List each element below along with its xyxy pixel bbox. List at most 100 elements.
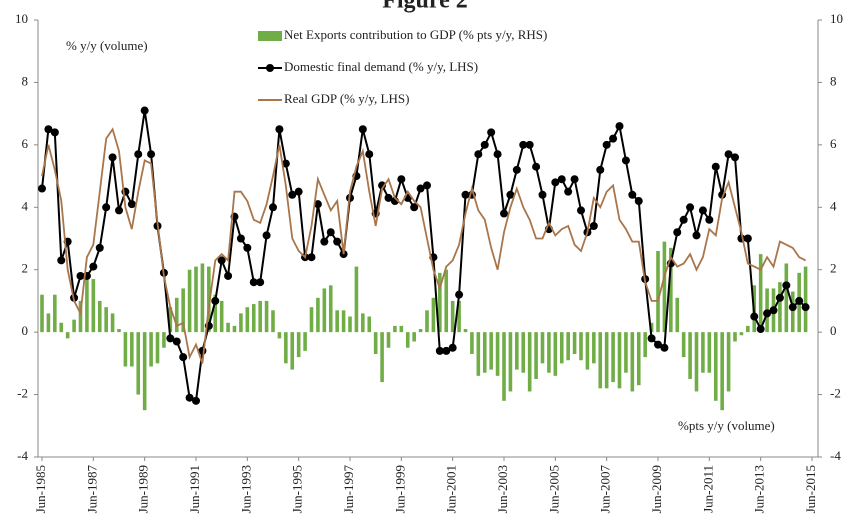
marker	[698, 206, 707, 215]
bar	[85, 275, 89, 333]
marker	[224, 271, 233, 280]
marker	[448, 343, 457, 352]
bar	[335, 310, 339, 333]
bar	[207, 266, 211, 333]
marker	[673, 228, 682, 237]
y2-tick-label: 8	[830, 73, 837, 88]
bar	[309, 307, 314, 333]
bar	[277, 332, 282, 339]
x-tick-label: Jun-1995	[290, 465, 305, 513]
marker	[333, 237, 342, 246]
bar	[46, 313, 51, 333]
chart-title: Figure 2	[382, 0, 468, 14]
bar	[739, 332, 744, 336]
marker	[166, 334, 175, 343]
bar	[431, 297, 436, 333]
bar	[361, 313, 365, 333]
marker	[217, 256, 226, 265]
bar	[585, 332, 590, 370]
marker	[455, 290, 464, 299]
marker	[378, 181, 387, 190]
bar	[194, 266, 198, 333]
bar	[566, 332, 570, 361]
marker	[57, 256, 66, 265]
bar	[534, 332, 538, 379]
bar	[482, 332, 487, 373]
bar	[232, 325, 237, 333]
marker	[179, 353, 188, 362]
marker	[596, 165, 605, 174]
marker	[602, 140, 611, 149]
marker	[743, 234, 752, 243]
bar	[636, 332, 641, 386]
marker	[442, 346, 451, 355]
bar	[65, 332, 70, 339]
x-tick-label: Jun-2015	[803, 465, 818, 513]
bar	[502, 332, 506, 401]
marker	[782, 281, 791, 290]
bar	[470, 332, 474, 354]
bar	[438, 272, 442, 333]
bar	[604, 332, 609, 389]
bar	[168, 307, 173, 333]
bar	[746, 325, 750, 333]
bar	[701, 332, 705, 373]
bar	[245, 307, 250, 333]
y2-tick-label: 0	[830, 323, 837, 338]
marker	[519, 140, 528, 149]
marker	[50, 128, 59, 137]
bar	[790, 291, 795, 333]
y2-tick-label: 6	[830, 136, 837, 151]
marker	[211, 296, 220, 305]
marker	[788, 303, 797, 312]
bar	[649, 322, 654, 333]
x-tick-label: Jun-2009	[649, 465, 664, 513]
y2-tick-label: 2	[830, 261, 837, 276]
bar	[412, 332, 416, 342]
marker	[570, 175, 579, 184]
marker	[172, 337, 181, 346]
marker	[423, 181, 431, 190]
marker	[416, 184, 425, 193]
marker	[480, 140, 489, 149]
y-tick-label: 8	[22, 73, 29, 88]
marker	[410, 203, 419, 212]
marker	[512, 165, 521, 174]
bar	[104, 307, 108, 333]
y-tick-label: 4	[22, 198, 29, 213]
bar	[78, 300, 83, 333]
marker	[397, 175, 406, 184]
bar	[726, 332, 731, 392]
bar	[59, 322, 64, 333]
bar	[162, 332, 166, 348]
y-tick-label: -4	[17, 448, 28, 463]
bar	[213, 294, 218, 333]
x-tick-label: Jun-1993	[238, 465, 253, 513]
bar	[617, 332, 622, 389]
marker	[577, 206, 585, 215]
marker	[192, 396, 200, 405]
bar	[611, 332, 615, 383]
x-tick-label: Jun-1991	[187, 465, 202, 513]
marker	[313, 200, 322, 209]
marker	[44, 125, 53, 134]
marker	[236, 234, 245, 243]
marker	[185, 393, 194, 402]
bar	[117, 329, 121, 333]
x-tick-label: Jun-1989	[136, 465, 151, 513]
bar	[328, 285, 333, 333]
y-tick-label: -2	[17, 386, 28, 401]
bar	[720, 332, 724, 411]
bar	[130, 332, 134, 367]
marker	[506, 190, 515, 199]
x-tick-label: Jun-1985	[33, 465, 48, 513]
bar	[489, 332, 493, 370]
y2-annotation: %pts y/y (volume)	[678, 418, 775, 433]
marker	[474, 150, 483, 159]
marker	[621, 156, 630, 165]
bar	[149, 332, 153, 367]
bar	[707, 332, 712, 373]
bar	[547, 332, 551, 373]
bar	[123, 332, 128, 367]
y-tick-label: 2	[22, 261, 29, 276]
